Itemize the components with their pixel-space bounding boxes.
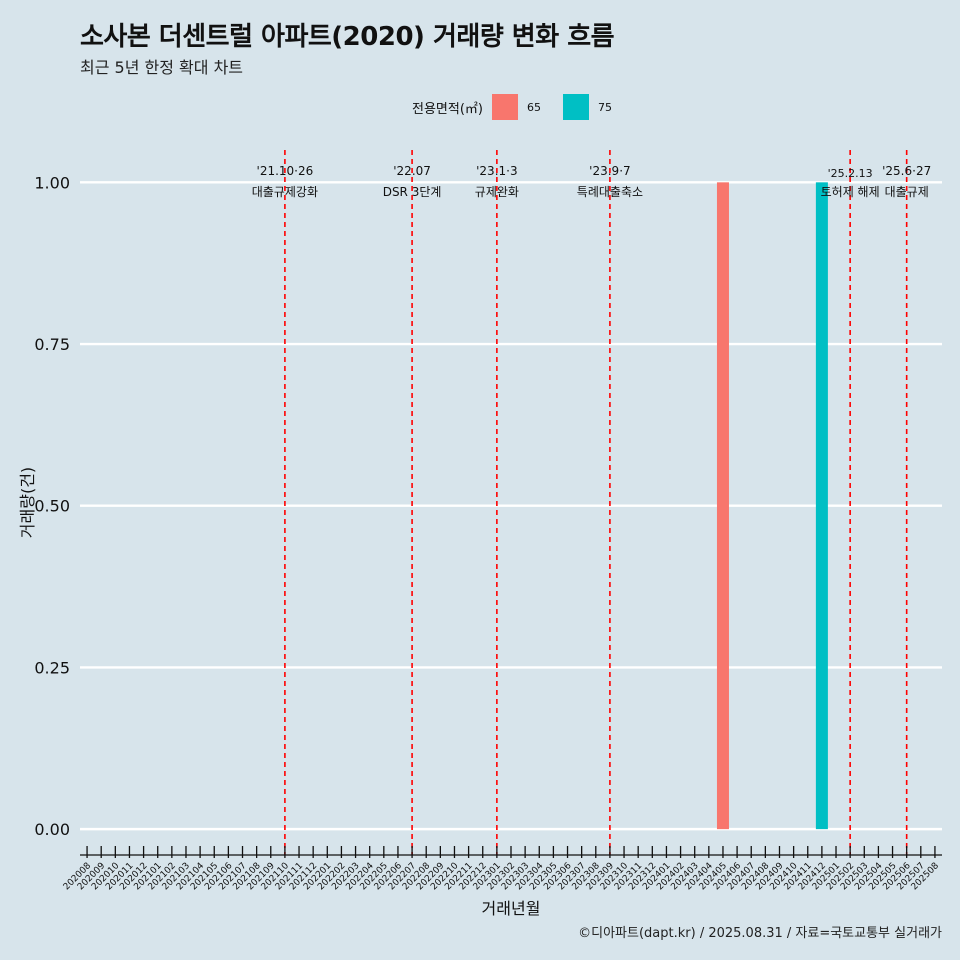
bar-75-202412 <box>815 182 828 830</box>
chart-subtitle: 최근 5년 한정 확대 차트 <box>80 58 244 77</box>
event-date-label-2: '23.1·3 <box>476 164 517 178</box>
event-name-label-3: 특례대출축소 <box>577 185 643 199</box>
event-name-label-4: 토허제 해제 <box>821 185 880 199</box>
y-tick-label: 0.25 <box>34 658 70 677</box>
event-date-label-3: '23.9·7 <box>589 164 630 178</box>
event-name-label-1: DSR 3단계 <box>383 185 442 199</box>
y-tick-label: 1.00 <box>34 173 70 192</box>
event-date-label-5: '25.6·27 <box>882 164 931 178</box>
legend-title: 전용면적(㎡) <box>412 101 483 117</box>
chart-title: 소사본 더센트럴 아파트(2020) 거래량 변화 흐름 <box>80 22 615 52</box>
caption: ©디아파트(dapt.kr) / 2025.08.31 / 자료=국토교통부 실… <box>578 926 942 941</box>
event-date-label-0: '21.10·26 <box>257 164 314 178</box>
y-axis-title: 거래량(건) <box>18 467 37 538</box>
event-name-label-0: 대출규제강화 <box>252 185 318 199</box>
event-date-label-1: '22.07 <box>393 164 431 178</box>
y-tick-label: 0.00 <box>34 820 70 839</box>
legend-label-65: 65 <box>526 100 541 114</box>
legend: 전용면적(㎡) 65 75 <box>412 93 634 121</box>
legend-key-65 <box>491 94 518 120</box>
legend-label-75: 75 <box>597 100 612 114</box>
event-name-label-5: 대출규제 <box>885 185 929 199</box>
x-axis-title: 거래년월 <box>482 899 541 918</box>
event-name-label-2: 규제완화 <box>475 185 519 199</box>
y-tick-label: 0.50 <box>34 497 70 516</box>
event-date-label-4: '25.2.13 <box>828 167 873 180</box>
legend-key-75 <box>562 94 589 120</box>
y-tick-label: 0.75 <box>34 335 70 354</box>
bar-65-202405 <box>716 182 729 830</box>
